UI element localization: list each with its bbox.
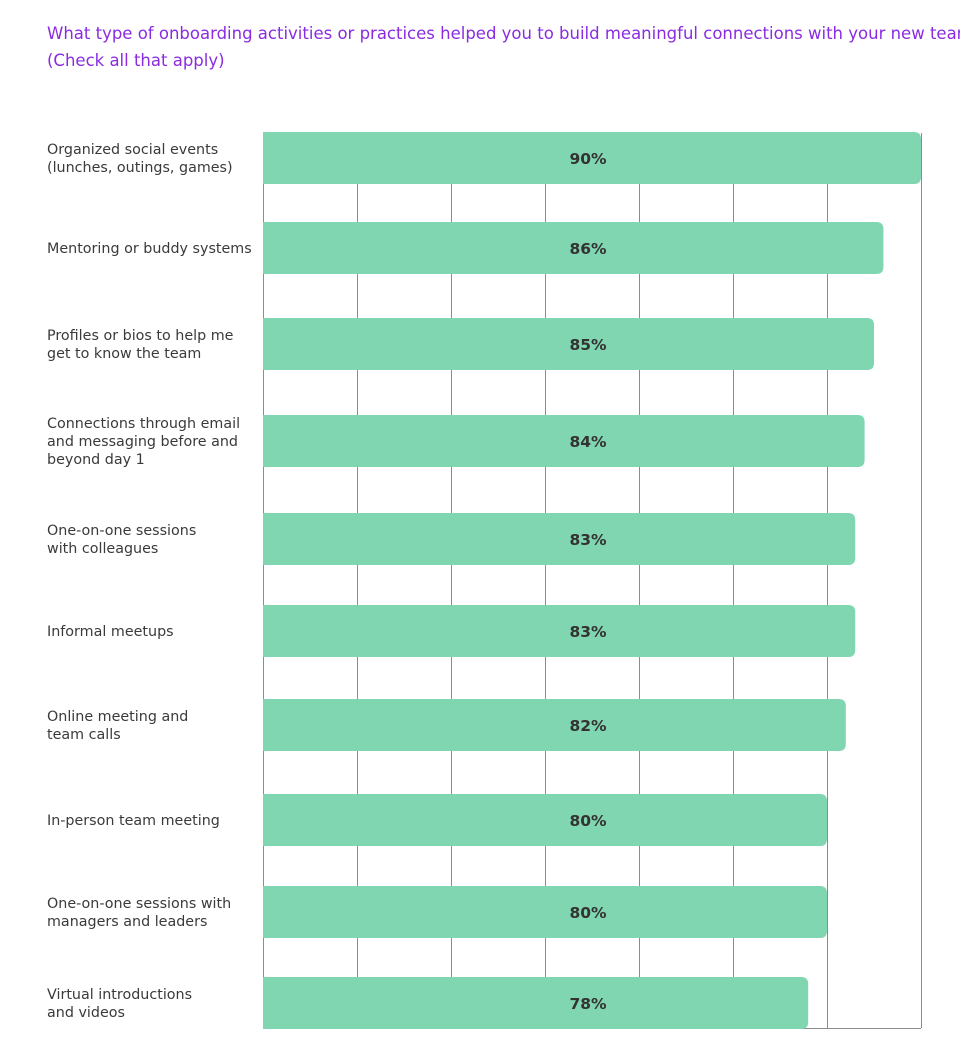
- category-label: One-on-one sessions with managers and lea…: [47, 896, 231, 930]
- category-label-line: Organized social events: [47, 142, 218, 158]
- category-label: In-person team meeting: [47, 813, 220, 829]
- category-label-line: team calls: [47, 727, 121, 743]
- category-label: Profiles or bios to help me get to know t…: [47, 328, 234, 362]
- category-label-line: One-on-one sessions with: [47, 896, 231, 912]
- category-label: Organized social events (lunches, outings…: [47, 142, 233, 176]
- bar-value-label: 84%: [569, 433, 607, 451]
- bar-value-label: 82%: [569, 717, 607, 735]
- question-line-2: (Check all that apply): [47, 51, 225, 70]
- category-label-line: Informal meetups: [47, 624, 174, 640]
- bar-value-label: 85%: [569, 336, 607, 354]
- bar: [263, 222, 884, 274]
- category-label-line: (lunches, outings, games): [47, 160, 233, 176]
- bar-value-label: 83%: [569, 531, 607, 549]
- category-label-line: managers and leaders: [47, 914, 207, 930]
- question-title: What type of onboarding activities or pr…: [47, 20, 960, 74]
- category-label-line: Profiles or bios to help me: [47, 328, 234, 344]
- bar-value-label: 78%: [569, 995, 607, 1013]
- category-label-line: In-person team meeting: [47, 813, 220, 829]
- bar: [263, 794, 827, 846]
- category-label: One-on-one sessions with colleagues: [47, 523, 196, 557]
- category-label: Online meeting and team calls: [47, 709, 188, 743]
- category-label-line: Mentoring or buddy systems: [47, 241, 252, 257]
- grid: [263, 133, 922, 1029]
- category-label-line: and messaging before and: [47, 434, 238, 450]
- category-label-line: Virtual introductions: [47, 987, 192, 1003]
- category-label: Virtual introductions and videos: [47, 987, 192, 1021]
- bar: [263, 132, 921, 184]
- category-label: Informal meetups: [47, 624, 174, 640]
- category-label-line: with colleagues: [47, 541, 158, 557]
- category-label-line: and videos: [47, 1005, 125, 1021]
- category-label: Connections through email and messaging b…: [47, 416, 240, 468]
- bar-value-label: 90%: [569, 150, 607, 168]
- category-label: Mentoring or buddy systems: [47, 241, 252, 257]
- question-line-1: What type of onboarding activities or pr…: [47, 24, 960, 43]
- category-label-line: Connections through email: [47, 416, 240, 432]
- bar-value-label: 86%: [569, 240, 607, 258]
- category-label-line: Online meeting and: [47, 709, 188, 725]
- bar: [263, 886, 827, 938]
- bar: [263, 318, 874, 370]
- category-label-line: One-on-one sessions: [47, 523, 196, 539]
- category-label-line: beyond day 1: [47, 452, 145, 468]
- bar: [263, 513, 856, 565]
- bar-value-label: 80%: [569, 904, 607, 922]
- bar-value-label: 83%: [569, 623, 607, 641]
- category-label-line: get to know the team: [47, 346, 201, 362]
- bar: [263, 415, 865, 467]
- bar: [263, 699, 846, 751]
- bar: [263, 605, 856, 657]
- bar-value-label: 80%: [569, 812, 607, 830]
- bar: [263, 977, 809, 1029]
